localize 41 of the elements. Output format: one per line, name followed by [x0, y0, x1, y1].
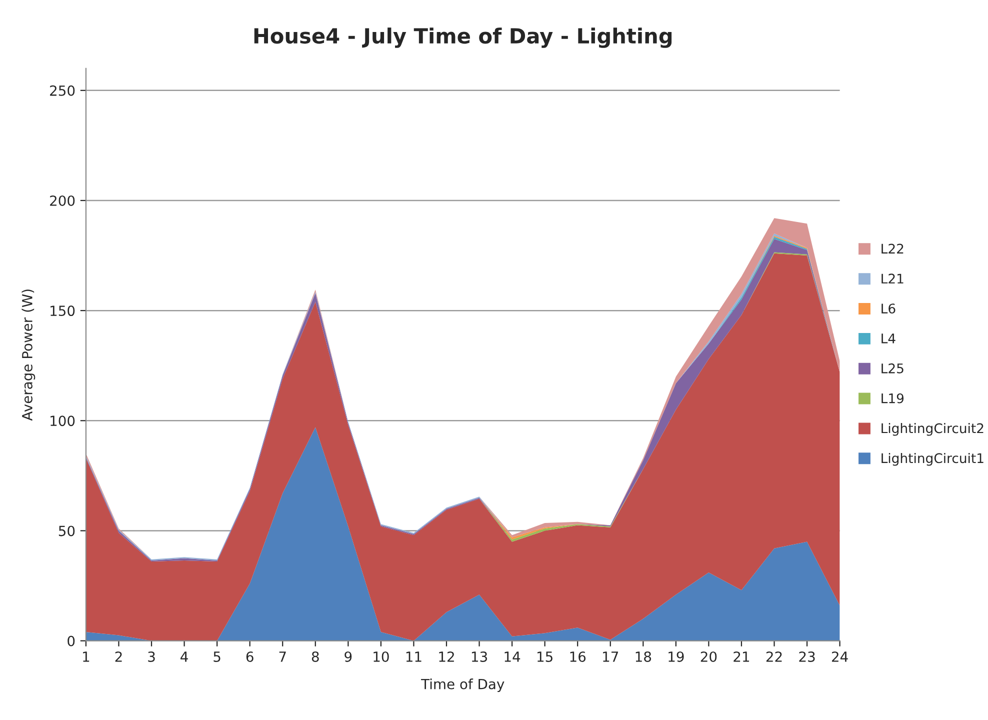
x-tick-label: 22 — [766, 651, 782, 662]
x-tick-label: 23 — [799, 651, 815, 662]
x-tick-label: 12 — [439, 651, 454, 662]
y-tick-label: 150 — [50, 306, 75, 316]
x-tick-label: 19 — [668, 651, 684, 662]
y-axis-title: Average Power (W) — [22, 290, 36, 421]
legend-label: L22 — [882, 244, 904, 254]
legend-label: L25 — [882, 363, 904, 374]
x-tick-label: 11 — [406, 652, 422, 662]
x-tick-label: 16 — [570, 651, 586, 662]
x-axis-title: Time of Day — [421, 678, 504, 692]
y-tick-label: 100 — [50, 416, 75, 426]
y-tick-label: 200 — [50, 195, 75, 206]
x-tick-label: 13 — [472, 651, 487, 662]
x-tick-label: 10 — [374, 651, 389, 662]
legend-label: L21 — [882, 274, 904, 284]
x-tick-label: 9 — [344, 651, 352, 662]
x-tick-label: 24 — [832, 651, 848, 662]
x-tick-label: 2 — [115, 651, 122, 662]
x-tick-label: 17 — [603, 652, 618, 662]
x-tick-label: 5 — [214, 652, 220, 662]
x-tick-label: 1 — [83, 652, 90, 662]
chart-title: House4 - July Time of Day - Lighting — [254, 28, 672, 48]
y-tick-label: 0 — [68, 636, 75, 646]
x-tick-label: 18 — [636, 651, 652, 662]
legend-label: L4 — [882, 334, 896, 344]
x-tick-label: 6 — [246, 651, 254, 662]
x-tick-label: 20 — [700, 651, 717, 662]
legend-label: L6 — [882, 304, 896, 314]
x-tick-label: 15 — [538, 652, 552, 662]
legend-label: LightingCircuit2 — [882, 423, 984, 436]
x-tick-label: 4 — [180, 652, 188, 662]
legend-label: LightingCircuit1 — [882, 452, 984, 466]
x-tick-label: 8 — [312, 651, 319, 662]
x-tick-label: 14 — [504, 652, 520, 662]
x-tick-label: 7 — [279, 652, 286, 662]
y-tick-label: 50 — [58, 526, 75, 536]
y-tick-label: 250 — [50, 85, 75, 96]
x-tick-label: 3 — [148, 651, 155, 662]
legend-label: L19 — [882, 393, 904, 404]
x-tick-label: 21 — [734, 651, 750, 662]
